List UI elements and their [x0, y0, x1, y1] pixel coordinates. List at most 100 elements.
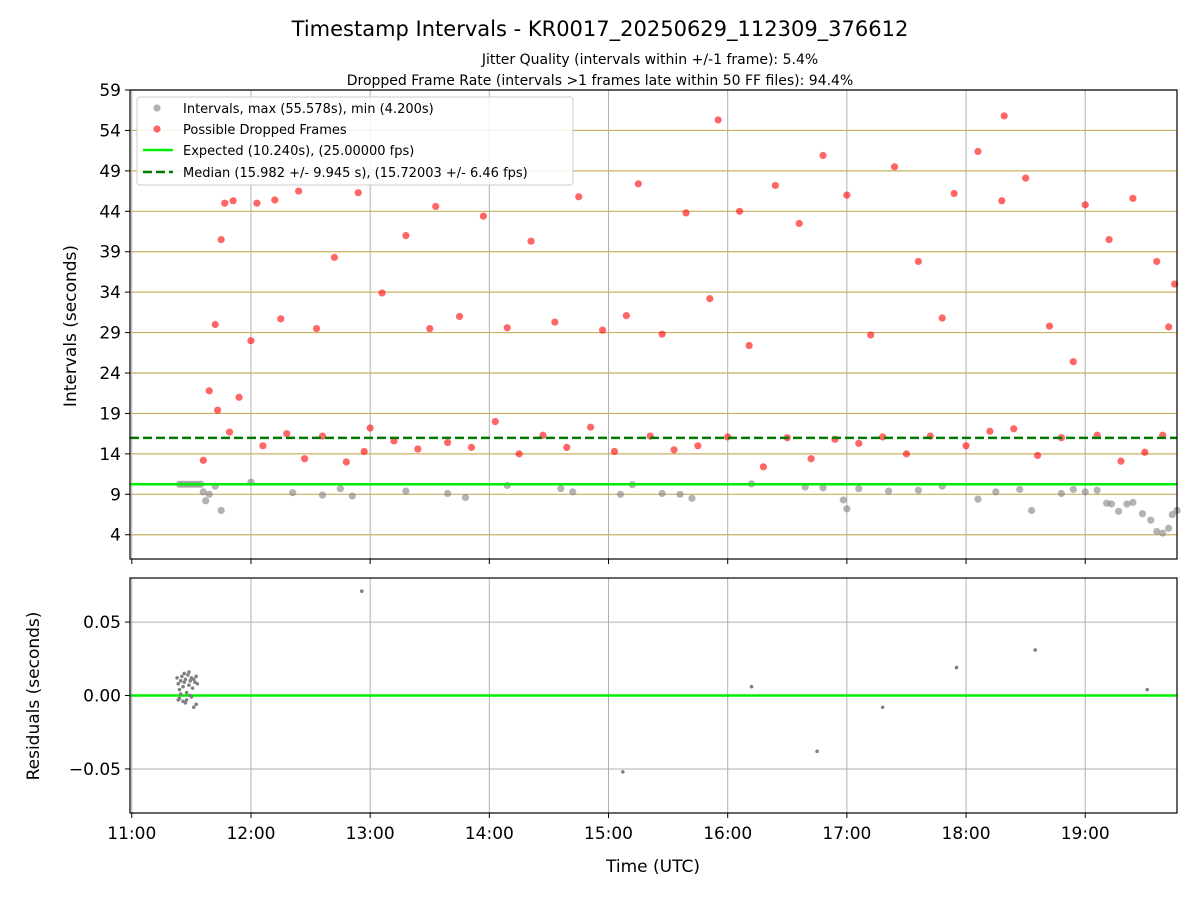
dropped-frame-point — [277, 315, 285, 323]
dropped-frame-point — [221, 199, 229, 207]
residual-point — [180, 674, 184, 679]
interval-point — [676, 490, 684, 498]
dropped-frame-point — [225, 428, 234, 436]
legend-label: Expected (10.240s), (25.00000 fps) — [183, 144, 414, 159]
dropped-frame-point — [890, 163, 899, 171]
intervals-y-tick-label: 24 — [99, 364, 121, 384]
interval-point — [843, 505, 851, 513]
residual-point — [190, 686, 195, 690]
residuals-x-tick-label: 18:00 — [942, 824, 991, 844]
time-x-axis-label: Time (UTC) — [605, 857, 700, 877]
intervals-y-tick-label: 39 — [99, 243, 121, 263]
interval-point — [839, 496, 847, 504]
residual-point — [1033, 648, 1037, 652]
residual-point — [360, 589, 364, 594]
residual-point — [182, 671, 187, 676]
interval-point — [1057, 489, 1065, 498]
interval-point — [1159, 529, 1167, 537]
residual-point — [181, 684, 185, 689]
dropped-frame-point — [213, 406, 222, 414]
interval-point — [1107, 500, 1116, 508]
dropped-frame-point — [312, 324, 321, 333]
dropped-frame-point — [855, 439, 863, 447]
residual-point — [194, 702, 198, 707]
residual-point — [749, 684, 754, 689]
interval-point — [1123, 500, 1131, 508]
interval-point — [444, 489, 452, 498]
residuals-x-tick-label: 13:00 — [346, 824, 395, 844]
figure-subtitle-dropped: Dropped Frame Rate (intervals >1 frames … — [347, 73, 854, 89]
interval-point — [461, 493, 470, 502]
dropped-frame-point — [759, 463, 768, 471]
dropped-frame-point — [426, 324, 434, 333]
residual-point — [189, 695, 194, 699]
residual-point — [184, 690, 189, 695]
figure-subtitle-jitter: Jitter Quality (intervals within +/-1 fr… — [481, 52, 818, 68]
residual-point — [194, 674, 198, 679]
residual-point — [176, 681, 181, 686]
dropped-frame-point — [295, 187, 303, 195]
legend-label: Intervals, max (55.578s), min (4.200s) — [183, 102, 434, 117]
residuals-panel: 11:00 12:00 13:00 14:00 15:00 16:00 17:00 18:00… — [69, 577, 1178, 844]
dropped-frame-point — [1129, 194, 1137, 202]
residuals-x-tick-label: 14:00 — [465, 824, 514, 844]
dropped-frame-point — [771, 181, 779, 190]
legend-marker-dropped — [153, 125, 161, 133]
dropped-frame-point — [1141, 448, 1149, 456]
dropped-frame-point — [551, 318, 559, 326]
dropped-frame-point — [414, 445, 422, 453]
interval-point — [569, 488, 577, 496]
dropped-frame-point — [217, 235, 225, 244]
interval-point — [402, 487, 410, 495]
dropped-frame-point — [283, 430, 291, 438]
interval-point — [199, 488, 207, 496]
legend-marker-intervals — [153, 104, 161, 112]
dropped-frame-point — [634, 180, 642, 188]
dropped-frame-point — [402, 231, 410, 240]
dropped-frame-point — [360, 447, 368, 456]
interval-point — [658, 489, 666, 498]
dropped-frame-point — [1010, 425, 1018, 433]
intervals-y-tick-label: 34 — [99, 283, 121, 303]
dropped-frame-point — [378, 289, 386, 297]
interval-point — [992, 488, 1000, 496]
dropped-frame-point — [342, 458, 350, 466]
residuals-y-axis-label: Residuals (seconds) — [24, 612, 44, 781]
dropped-frame-point — [819, 151, 827, 160]
dropped-frame-point — [736, 207, 744, 215]
dropped-frame-point — [199, 456, 207, 464]
interval-point — [1147, 516, 1155, 524]
residual-point — [815, 749, 819, 754]
residual-point — [954, 665, 959, 670]
interval-point — [1081, 488, 1089, 496]
residual-point — [178, 679, 183, 683]
interval-point — [914, 486, 922, 494]
dropped-frame-point — [390, 437, 398, 445]
dropped-frame-point — [658, 330, 666, 338]
dropped-frame-point — [330, 253, 338, 261]
interval-point — [1153, 527, 1161, 536]
dropped-frame-point — [479, 212, 487, 220]
dropped-frame-point — [1153, 257, 1161, 266]
residuals-plot-frame — [129, 577, 1178, 814]
dropped-frame-point — [432, 202, 440, 211]
dropped-frame-point — [938, 314, 946, 322]
dropped-frame-point — [354, 189, 362, 197]
dropped-frame-point — [271, 196, 279, 204]
residual-point — [183, 677, 188, 682]
interval-point — [202, 497, 210, 505]
residuals-y-tick-label: −0.05 — [69, 760, 121, 780]
legend-box — [136, 96, 574, 186]
dropped-frame-point — [575, 193, 583, 201]
interval-point — [855, 485, 863, 493]
interval-point — [688, 494, 696, 502]
interval-point — [1016, 485, 1024, 494]
residual-point — [186, 673, 190, 677]
residual-point — [191, 705, 196, 710]
interval-point — [819, 484, 827, 492]
dropped-frame-point — [998, 197, 1006, 205]
residual-point — [187, 670, 191, 674]
interval-point — [616, 490, 625, 498]
